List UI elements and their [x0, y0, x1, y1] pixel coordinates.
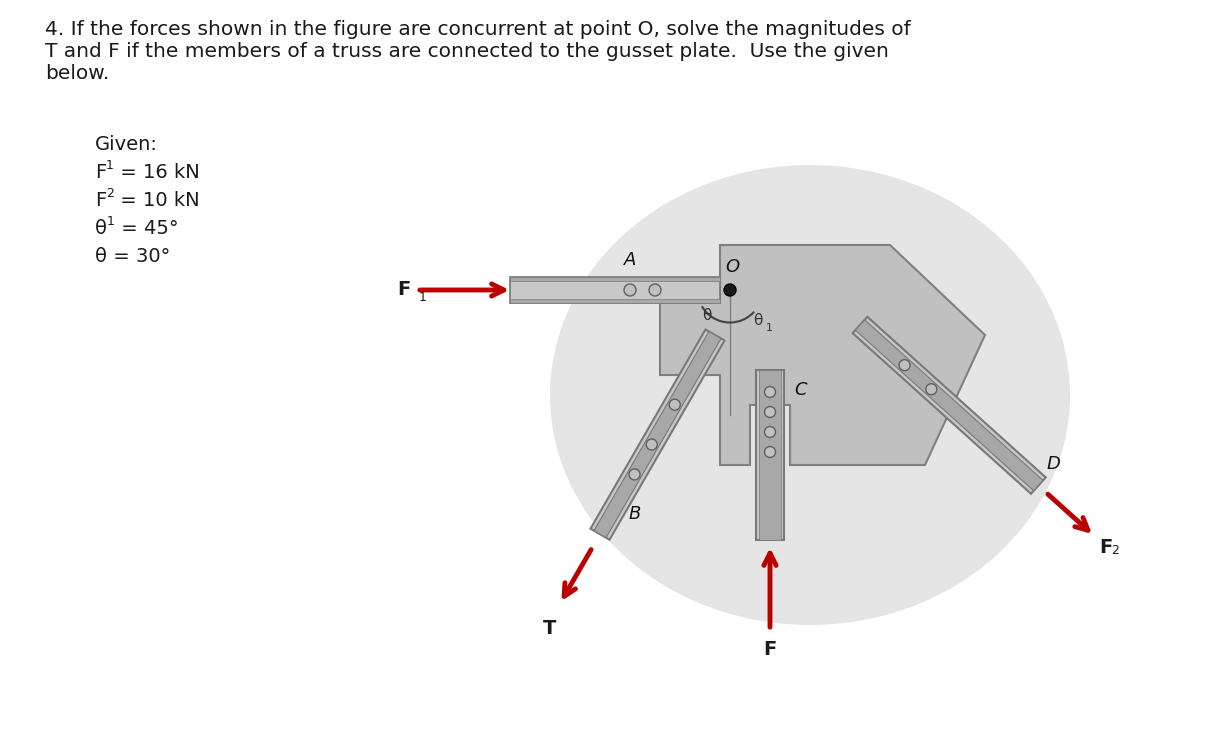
Text: B: B — [628, 505, 642, 523]
Text: below.: below. — [45, 64, 110, 83]
Text: θ = 30°: θ = 30° — [95, 247, 170, 266]
Bar — [510, 277, 720, 281]
Circle shape — [669, 399, 680, 410]
Bar — [756, 370, 784, 540]
Polygon shape — [593, 331, 721, 538]
Text: 1: 1 — [107, 215, 115, 228]
Text: T: T — [544, 620, 557, 639]
Text: A: A — [624, 251, 637, 269]
Circle shape — [624, 284, 636, 296]
Text: F: F — [763, 640, 777, 659]
Circle shape — [724, 284, 736, 296]
Text: 2: 2 — [1111, 544, 1119, 557]
Text: F: F — [95, 163, 106, 182]
Text: 1: 1 — [766, 323, 773, 333]
Text: θ: θ — [95, 219, 107, 238]
Text: C: C — [794, 381, 807, 399]
Circle shape — [649, 284, 661, 296]
Text: θ: θ — [702, 307, 712, 323]
Text: = 10 kN: = 10 kN — [115, 191, 200, 210]
Polygon shape — [855, 320, 1043, 491]
Bar — [510, 299, 720, 303]
Ellipse shape — [550, 165, 1070, 625]
Bar — [510, 277, 720, 303]
Text: 1: 1 — [106, 159, 113, 172]
Text: F: F — [398, 279, 411, 298]
Text: F: F — [95, 191, 106, 210]
Text: O: O — [725, 258, 739, 276]
Text: = 16 kN: = 16 kN — [115, 163, 200, 182]
Polygon shape — [660, 245, 985, 465]
Text: F: F — [1099, 538, 1112, 557]
Circle shape — [926, 384, 937, 395]
Circle shape — [765, 426, 775, 437]
Circle shape — [765, 446, 775, 457]
Text: = 45°: = 45° — [115, 219, 178, 238]
Circle shape — [900, 359, 911, 370]
Circle shape — [765, 406, 775, 417]
Text: θ: θ — [754, 312, 762, 328]
Text: 1: 1 — [418, 290, 427, 304]
Polygon shape — [853, 317, 1046, 494]
Circle shape — [630, 469, 640, 480]
Polygon shape — [591, 329, 725, 539]
Text: Given:: Given: — [95, 135, 158, 154]
Text: 4. If the forces shown in the figure are concurrent at point O, solve the magnit: 4. If the forces shown in the figure are… — [45, 20, 911, 39]
Bar — [759, 370, 781, 540]
Text: T and F if the members of a truss are connected to the gusset plate.  Use the gi: T and F if the members of a truss are co… — [45, 42, 889, 61]
Text: D: D — [1047, 454, 1060, 473]
Circle shape — [646, 439, 657, 450]
Circle shape — [765, 387, 775, 398]
Text: 2: 2 — [106, 187, 113, 200]
